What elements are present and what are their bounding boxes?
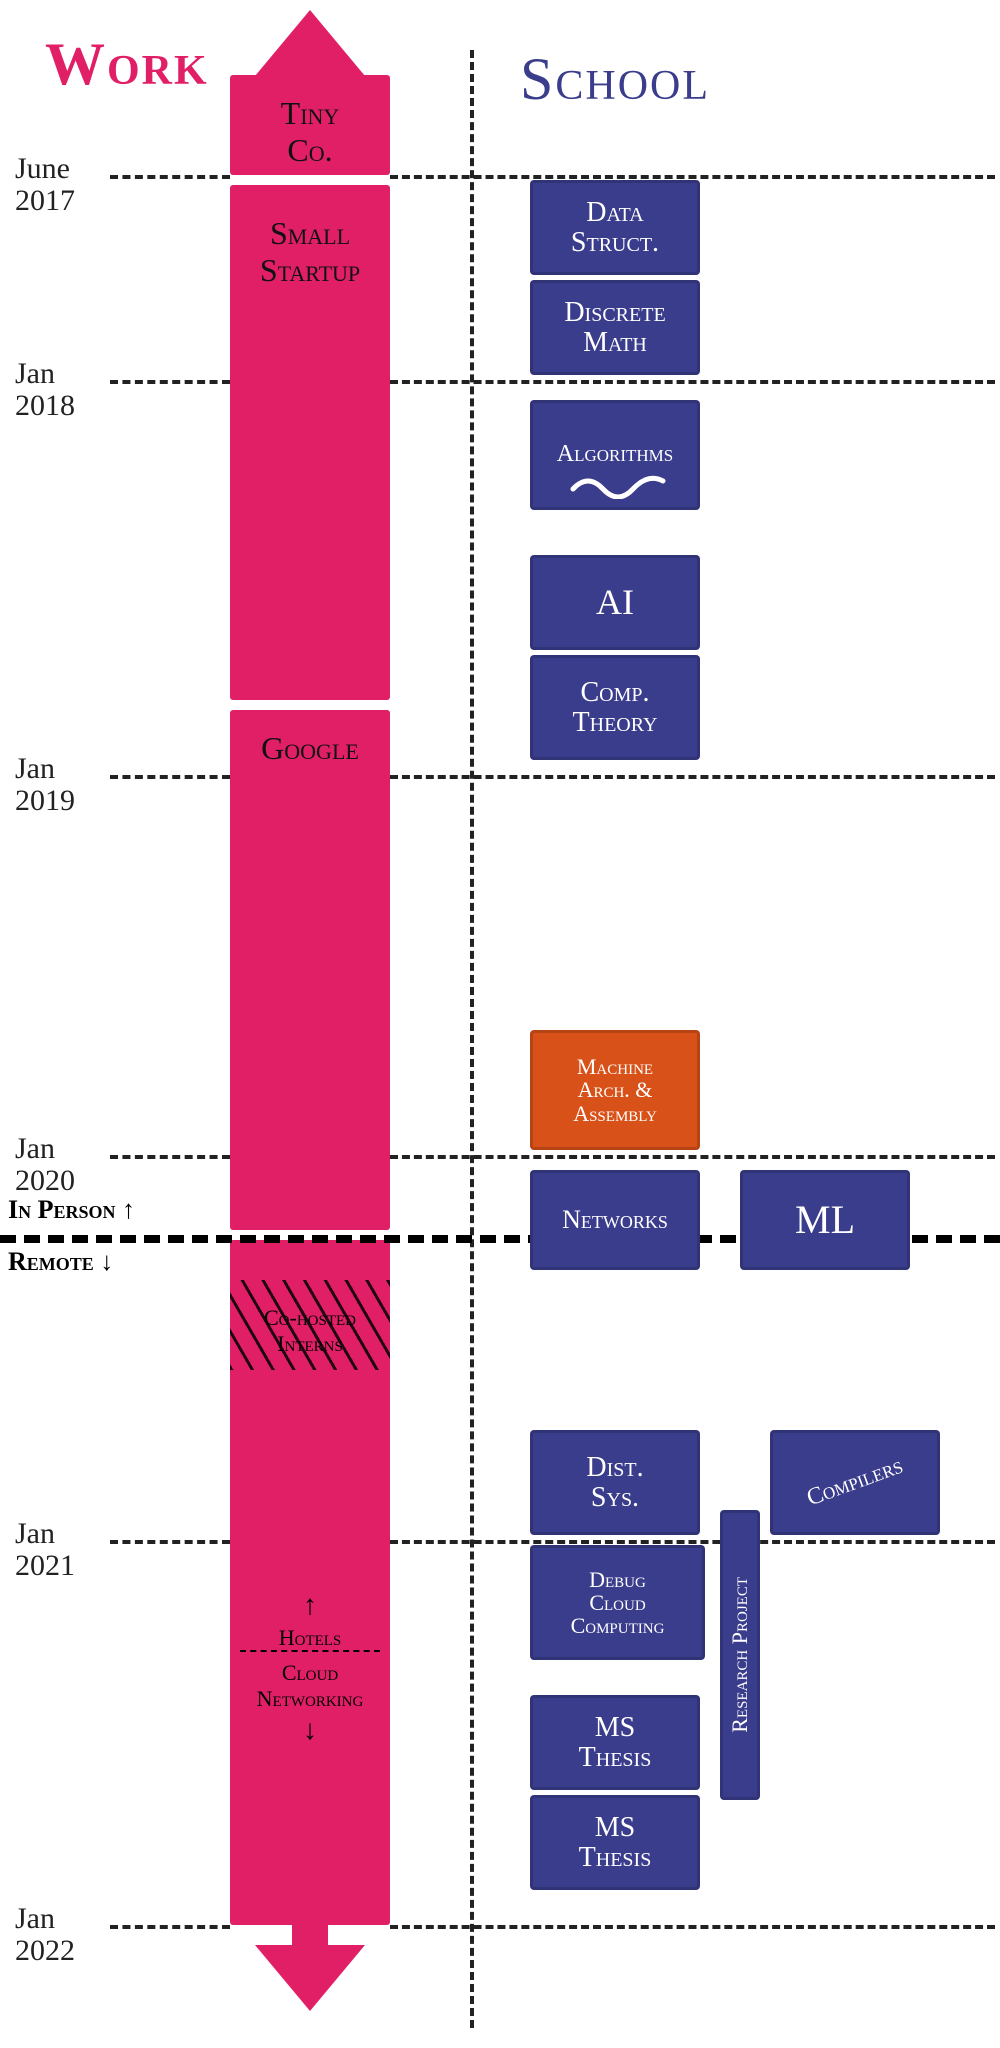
work-arrow-down bbox=[255, 1945, 365, 2011]
date-label-jan2019: Jan 2019 bbox=[15, 753, 75, 816]
course-label-msthesis1: MS Thesis bbox=[579, 1713, 652, 1772]
header-school: School bbox=[520, 45, 710, 114]
date-line-jun2017-l bbox=[110, 175, 230, 179]
course-label-discretemath: Discrete Math bbox=[564, 298, 665, 357]
work-hotels-divider bbox=[240, 1650, 380, 1652]
course-datastruct: Data Struct. bbox=[530, 180, 700, 275]
course-label-comptheory: Comp. Theory bbox=[573, 678, 658, 737]
course-msthesis1: MS Thesis bbox=[530, 1695, 700, 1790]
course-discretemath: Discrete Math bbox=[530, 280, 700, 375]
course-ai: AI bbox=[530, 555, 700, 650]
header-work: Work bbox=[45, 30, 209, 99]
course-macharch: Machine Arch. & Assembly bbox=[530, 1030, 700, 1150]
course-label-networks: Networks bbox=[562, 1206, 668, 1233]
date-line-jan2020-l bbox=[110, 1155, 230, 1159]
date-label-jan2022: Jan 2022 bbox=[15, 1903, 75, 1966]
course-networks: Networks bbox=[530, 1170, 700, 1270]
center-divider bbox=[470, 50, 474, 2028]
work-sublabel-hotels_arrow_up: ↑ bbox=[230, 1590, 390, 1622]
course-comptheory: Comp. Theory bbox=[530, 655, 700, 760]
work-label-smallstartup: Small Startup bbox=[230, 215, 390, 289]
course-ml: ML bbox=[740, 1170, 910, 1270]
remote-label-above: In Person ↑ bbox=[8, 1195, 135, 1225]
date-label-jan2020: Jan 2020 bbox=[15, 1133, 75, 1196]
date-line-jan2019-l bbox=[110, 775, 230, 779]
course-label-distsys: Dist. Sys. bbox=[586, 1453, 643, 1512]
work-sublabel-cloudnet: Cloud Networking bbox=[230, 1660, 390, 1712]
date-label-jan2018: Jan 2018 bbox=[15, 358, 75, 421]
date-line-jan2021-r bbox=[390, 1540, 995, 1544]
work-sublabel-hotels: Hotels bbox=[230, 1625, 390, 1651]
course-label-algorithms: Algorithms bbox=[557, 442, 674, 467]
course-research-project: Research Project bbox=[720, 1510, 760, 1800]
course-label-ai: AI bbox=[596, 584, 634, 622]
course-label-msthesis2: MS Thesis bbox=[579, 1813, 652, 1872]
course-label-macharch: Machine Arch. & Assembly bbox=[573, 1055, 657, 1124]
scribble-icon bbox=[568, 471, 668, 499]
date-line-jan2019-r bbox=[390, 775, 995, 779]
work-arrow-up-stem bbox=[292, 60, 328, 80]
course-compilers: Compilers bbox=[770, 1430, 940, 1535]
date-line-jan2018-l bbox=[110, 380, 230, 384]
date-line-jan2018-r bbox=[390, 380, 995, 384]
course-label-debugcloud: Debug Cloud Computing bbox=[571, 1568, 665, 1637]
date-line-jan2022-l bbox=[110, 1925, 230, 1929]
course-label-datastruct: Data Struct. bbox=[571, 198, 659, 257]
course-distsys: Dist. Sys. bbox=[530, 1430, 700, 1535]
date-label-jan2021: Jan 2021 bbox=[15, 1518, 75, 1581]
work-segment-google_top bbox=[230, 710, 390, 1230]
course-msthesis2: MS Thesis bbox=[530, 1795, 700, 1890]
date-line-jan2022-r bbox=[390, 1925, 995, 1929]
course-label-ml: ML bbox=[795, 1199, 855, 1241]
course-debugcloud: Debug Cloud Computing bbox=[530, 1545, 705, 1660]
work-label-tinyco: Tiny Co. bbox=[230, 95, 390, 169]
course-label-compilers: Compilers bbox=[804, 1454, 907, 1512]
work-label-google_top: Google bbox=[230, 730, 390, 767]
remote-label-below: Remote ↓ bbox=[8, 1247, 113, 1277]
work-sublabel-cohosted: Co-hosted Interns bbox=[230, 1305, 390, 1357]
work-arrow-down-stem bbox=[292, 1925, 328, 1950]
course-algorithms: Algorithms bbox=[530, 400, 700, 510]
date-line-jan2020-r bbox=[390, 1155, 995, 1159]
date-line-jan2021-l bbox=[110, 1540, 230, 1544]
work-sublabel-hotels_arrow_down: ↓ bbox=[230, 1715, 390, 1747]
course-label-research-project: Research Project bbox=[728, 1577, 751, 1733]
date-label-jun2017: June 2017 bbox=[15, 153, 75, 216]
date-line-jun2017-r bbox=[390, 175, 995, 179]
